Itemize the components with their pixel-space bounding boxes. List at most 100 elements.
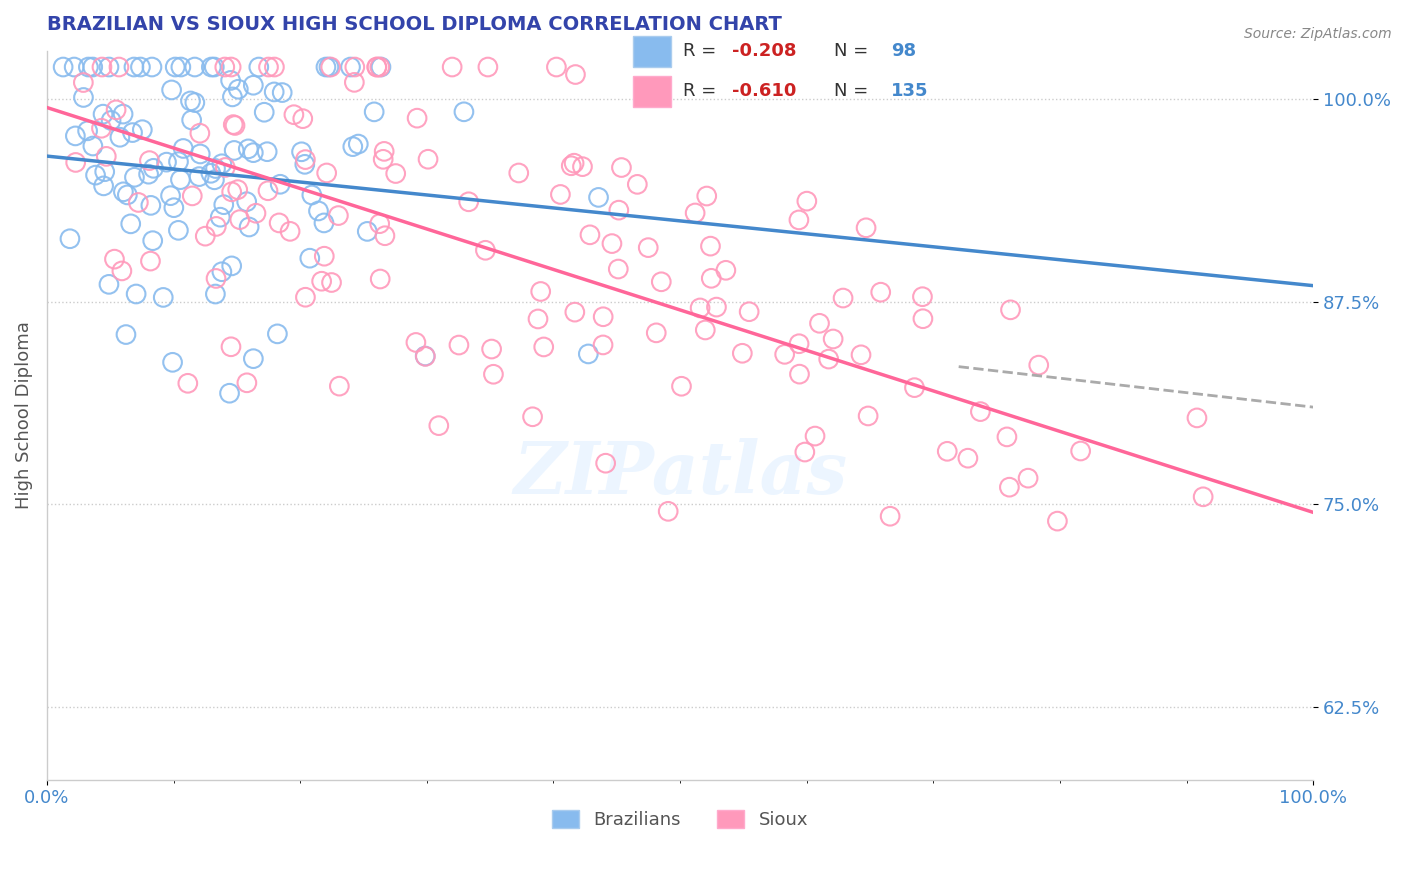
Point (219, 73, 242, 87)
Point (181, 189, 204, 203)
Point (328, 379, 350, 393)
Point (817, 352, 839, 367)
Point (214, 161, 236, 175)
Text: R =: R = (683, 82, 721, 100)
Point (314, 249, 336, 263)
Point (125, 287, 148, 301)
Point (124, 170, 146, 185)
Point (789, 367, 811, 381)
Point (374, 228, 396, 243)
Point (238, 142, 260, 156)
Point (457, 194, 479, 209)
Point (112, 185, 135, 199)
Point (637, 241, 659, 255)
Point (141, 60, 163, 74)
Point (65, 155, 87, 169)
Point (138, 153, 160, 168)
Point (271, 86, 294, 100)
Point (82, 60, 104, 74)
Point (560, 159, 582, 173)
Point (998, 480, 1021, 494)
Point (162, 355, 184, 369)
Point (600, 236, 623, 251)
Point (588, 190, 610, 204)
Point (205, 219, 228, 234)
Point (202, 60, 225, 74)
Text: BRAZILIAN VS SIOUX HIGH SCHOOL DIPLOMA CORRELATION CHART: BRAZILIAN VS SIOUX HIGH SCHOOL DIPLOMA C… (46, 15, 782, 34)
Point (804, 429, 827, 443)
Point (328, 209, 350, 223)
Point (1070, 444, 1092, 458)
Point (696, 189, 718, 203)
Point (238, 219, 260, 234)
Point (706, 300, 728, 314)
Point (368, 272, 391, 286)
Point (127, 195, 149, 210)
Point (368, 217, 391, 231)
Point (103, 252, 125, 267)
Point (142, 234, 165, 248)
Point (969, 404, 991, 418)
Point (100, 113, 122, 128)
Point (849, 348, 872, 362)
Point (321, 276, 343, 290)
Point (373, 153, 395, 167)
Point (211, 157, 233, 171)
Point (298, 251, 321, 265)
Point (63, 60, 86, 74)
Point (347, 137, 370, 152)
Point (226, 82, 249, 96)
Point (808, 316, 831, 330)
Point (714, 263, 737, 277)
Point (204, 287, 226, 301)
Point (155, 155, 177, 169)
Point (77, 60, 100, 74)
Point (165, 60, 187, 74)
Point (406, 111, 429, 125)
Point (184, 60, 207, 74)
Point (308, 203, 330, 218)
Point (607, 203, 630, 218)
Point (269, 216, 291, 230)
Point (370, 60, 392, 74)
Point (65, 128, 87, 143)
Point (209, 210, 232, 224)
Point (936, 444, 959, 458)
Point (579, 227, 602, 242)
Point (793, 445, 815, 459)
Point (177, 376, 200, 391)
Point (363, 104, 385, 119)
Point (142, 161, 165, 176)
Point (257, 184, 280, 198)
Point (626, 178, 648, 192)
FancyBboxPatch shape (633, 36, 671, 67)
Point (221, 90, 243, 104)
Point (72, 76, 94, 90)
Point (773, 347, 796, 361)
Point (530, 285, 553, 299)
Point (911, 311, 934, 326)
Point (139, 254, 162, 268)
Point (522, 409, 544, 424)
Point (645, 326, 668, 340)
Point (163, 201, 186, 215)
Point (247, 60, 270, 74)
Point (650, 275, 672, 289)
Point (278, 224, 301, 238)
Point (180, 113, 202, 128)
Point (610, 161, 633, 175)
Point (595, 456, 617, 470)
Point (474, 244, 496, 258)
Point (221, 185, 243, 199)
Y-axis label: High School Diploma: High School Diploma (15, 321, 32, 509)
Point (214, 60, 236, 74)
Legend: Brazilians, Sioux: Brazilians, Sioux (544, 803, 815, 836)
Point (263, 85, 285, 99)
Point (76, 124, 98, 138)
Point (671, 379, 693, 393)
Point (218, 386, 240, 401)
Point (533, 340, 555, 354)
Point (1017, 471, 1039, 485)
Point (477, 60, 499, 74)
Point (453, 104, 475, 119)
